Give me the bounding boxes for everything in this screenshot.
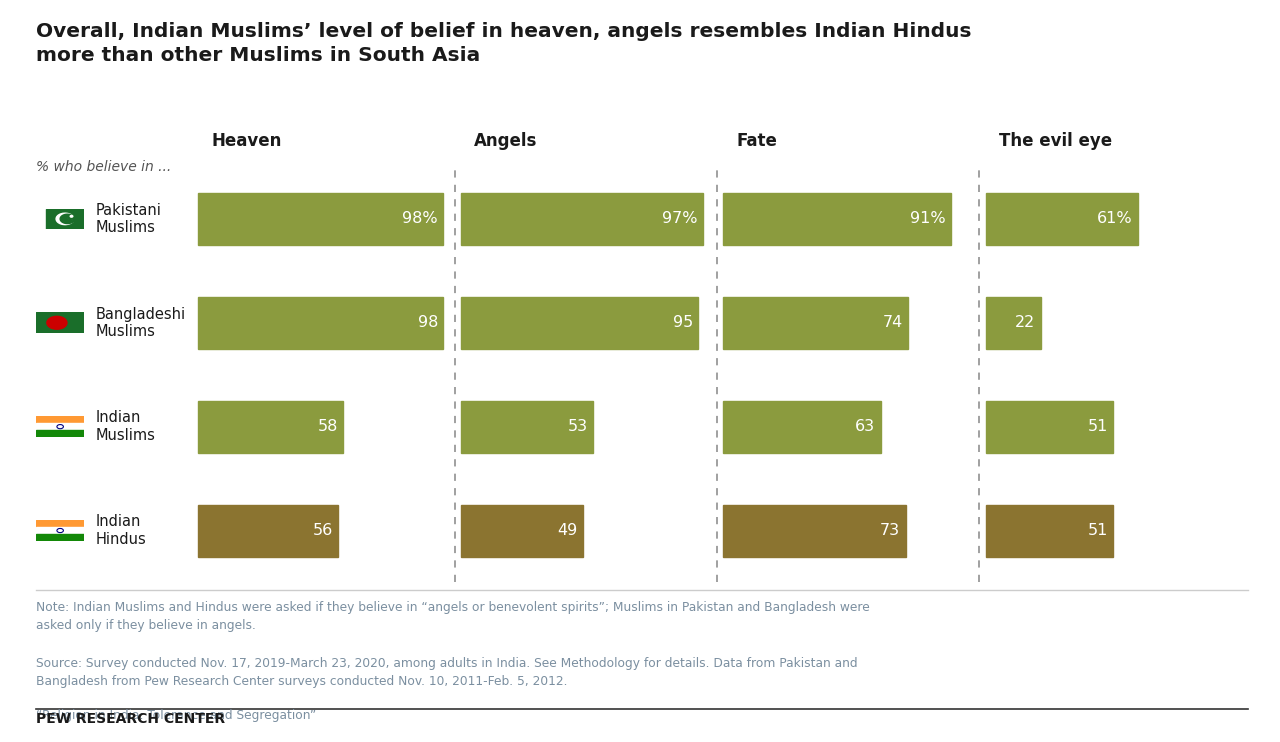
Bar: [986, 401, 1114, 453]
Text: Heaven: Heaven: [211, 132, 282, 151]
Text: 22: 22: [1015, 315, 1036, 330]
Bar: [46, 209, 84, 229]
Bar: [461, 505, 584, 556]
Text: PEW RESEARCH CENTER: PEW RESEARCH CENTER: [36, 712, 225, 726]
Text: 51: 51: [1088, 419, 1107, 434]
Bar: [723, 401, 881, 453]
Text: Overall, Indian Muslims’ level of belief in heaven, angels resembles Indian Hind: Overall, Indian Muslims’ level of belief…: [36, 22, 972, 65]
Text: 58: 58: [317, 419, 338, 434]
Text: 98%: 98%: [402, 211, 438, 226]
Circle shape: [47, 316, 67, 329]
Text: 56: 56: [312, 523, 333, 538]
Text: 98: 98: [417, 315, 438, 330]
Text: 97%: 97%: [662, 211, 698, 226]
Bar: [198, 401, 343, 453]
Bar: [198, 505, 338, 556]
Text: Bangladeshi
Muslims: Bangladeshi Muslims: [96, 306, 186, 339]
Bar: [461, 297, 698, 349]
Bar: [986, 193, 1138, 245]
Bar: [723, 505, 905, 556]
Bar: [36, 416, 84, 423]
Text: Indian
Muslims: Indian Muslims: [96, 410, 156, 443]
Text: 49: 49: [558, 523, 579, 538]
Circle shape: [70, 215, 73, 217]
Text: Pakistani
Muslims: Pakistani Muslims: [96, 203, 161, 235]
Bar: [986, 297, 1041, 349]
Wedge shape: [60, 214, 74, 223]
Text: The evil eye: The evil eye: [998, 132, 1112, 151]
Wedge shape: [56, 213, 73, 225]
Text: 63: 63: [855, 419, 876, 434]
Bar: [723, 193, 951, 245]
Text: 95: 95: [672, 315, 692, 330]
Text: 51: 51: [1088, 523, 1107, 538]
Bar: [36, 430, 84, 437]
Bar: [36, 534, 84, 541]
Text: 74: 74: [882, 315, 902, 330]
Text: Indian
Hindus: Indian Hindus: [96, 514, 147, 547]
Text: Source: Survey conducted Nov. 17, 2019-March 23, 2020, among adults in India. Se: Source: Survey conducted Nov. 17, 2019-M…: [36, 657, 858, 688]
Text: 53: 53: [568, 419, 588, 434]
Bar: [723, 297, 908, 349]
Bar: [36, 209, 46, 229]
Text: 73: 73: [881, 523, 900, 538]
Bar: [36, 423, 84, 430]
Text: 91%: 91%: [910, 211, 945, 226]
Bar: [986, 505, 1114, 556]
Bar: [198, 193, 443, 245]
Text: 61%: 61%: [1097, 211, 1133, 226]
Text: Fate: Fate: [736, 132, 777, 151]
Text: Angels: Angels: [474, 132, 538, 151]
Bar: [198, 297, 443, 349]
Bar: [36, 527, 84, 534]
Text: % who believe in ...: % who believe in ...: [36, 160, 172, 174]
Bar: [461, 401, 593, 453]
Text: “Religion in India: Tolerance and Segregation”: “Religion in India: Tolerance and Segreg…: [36, 709, 316, 722]
Text: Note: Indian Muslims and Hindus were asked if they believe in “angels or benevol: Note: Indian Muslims and Hindus were ask…: [36, 601, 869, 632]
Bar: [36, 520, 84, 527]
Bar: [461, 193, 703, 245]
